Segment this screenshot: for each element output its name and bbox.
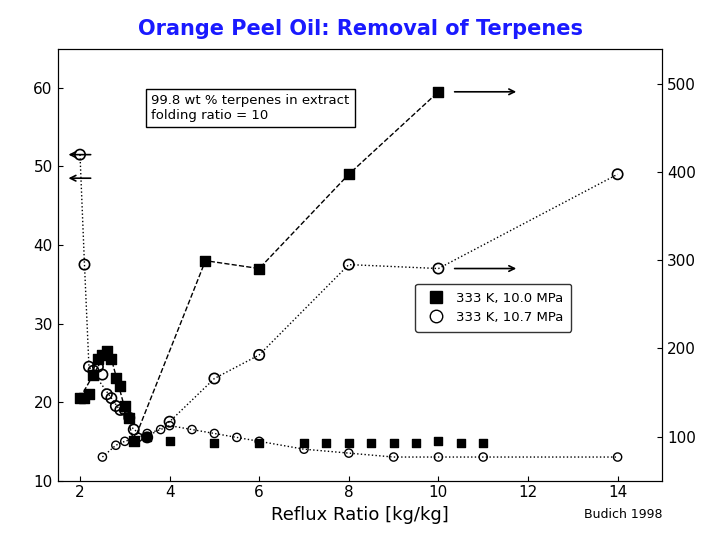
Point (164, 421, 176, 430)
Point (110, 374, 122, 383)
Point (119, 406, 130, 414)
Point (164, 417, 176, 426)
Point (119, 437, 130, 445)
Point (433, 437, 444, 445)
Point (124, 414, 135, 422)
Point (231, 433, 243, 442)
Point (209, 429, 220, 438)
X-axis label: Reflux Ratio [kg/kg]: Reflux Ratio [kg/kg] (271, 506, 449, 524)
Point (141, 433, 153, 442)
Point (477, 438, 489, 447)
Point (343, 170, 354, 179)
Point (110, 441, 122, 450)
Point (114, 406, 126, 414)
Text: 99.8 wt % terpenes in extract
folding ratio = 10: 99.8 wt % terpenes in extract folding ra… (151, 94, 350, 122)
Point (253, 264, 265, 273)
Point (433, 264, 444, 273)
Point (106, 355, 117, 363)
Point (186, 425, 198, 434)
Point (141, 433, 153, 442)
Point (96, 370, 108, 379)
Point (124, 414, 135, 422)
Point (110, 402, 122, 410)
Point (101, 347, 112, 355)
Point (155, 425, 166, 434)
Point (92, 362, 104, 371)
Point (477, 453, 489, 461)
Point (84, 362, 95, 371)
Text: Budich 1998: Budich 1998 (584, 508, 662, 521)
Point (410, 438, 422, 447)
Point (88, 366, 99, 375)
Point (128, 437, 140, 445)
Point (78, 394, 90, 402)
Point (114, 382, 126, 390)
Point (388, 453, 400, 461)
Point (101, 390, 112, 399)
Point (612, 170, 624, 179)
Point (96, 453, 108, 461)
Point (343, 449, 354, 457)
Point (128, 425, 140, 434)
Point (298, 438, 310, 447)
Title: Orange Peel Oil: Removal of Terpenes: Orange Peel Oil: Removal of Terpenes (138, 19, 582, 39)
Point (366, 438, 377, 447)
Point (433, 87, 444, 96)
Point (253, 437, 265, 445)
Point (343, 438, 354, 447)
Point (343, 260, 354, 269)
Point (612, 453, 624, 461)
Point (164, 437, 176, 445)
Point (141, 429, 153, 438)
Point (78, 260, 90, 269)
Point (132, 433, 144, 442)
Point (253, 350, 265, 359)
Point (199, 256, 211, 265)
Point (92, 355, 104, 363)
Point (74, 150, 86, 159)
Point (74, 394, 86, 402)
Point (84, 390, 95, 399)
Point (209, 438, 220, 447)
Point (88, 370, 99, 379)
Point (96, 350, 108, 359)
Point (320, 438, 332, 447)
Legend: 333 K, 10.0 MPa, 333 K, 10.7 MPa: 333 K, 10.0 MPa, 333 K, 10.7 MPa (415, 284, 571, 332)
Point (253, 438, 265, 447)
Point (433, 453, 444, 461)
Point (106, 394, 117, 402)
Point (455, 438, 467, 447)
Point (209, 374, 220, 383)
Point (388, 438, 400, 447)
Point (298, 445, 310, 454)
Point (119, 402, 130, 410)
